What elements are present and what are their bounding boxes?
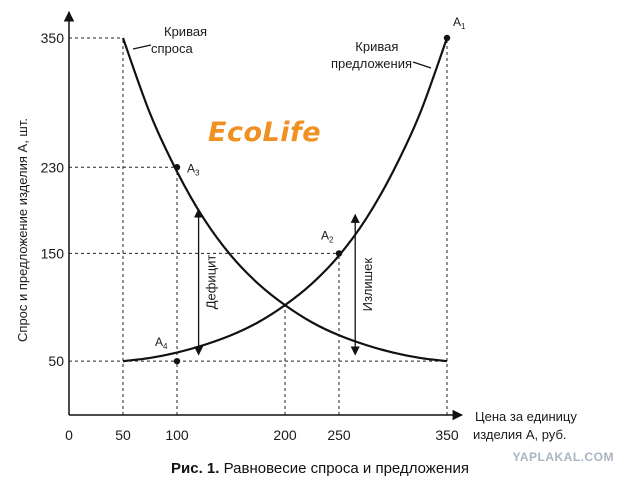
caption-number: Рис. 1. [171,460,220,477]
y-tick-label: 50 [48,353,64,369]
point-a4 [173,357,181,365]
legend-supply-label: Кривая предложения [331,39,432,71]
x-tick-label: 350 [435,427,459,443]
x-axis-label: Цена за единицу изделия А, руб. [473,409,580,442]
points-layer: A1 A2 A3 A4 [155,15,466,365]
legend-demand-label: Кривая спроса [132,24,211,56]
caption-text: Равновесие спроса и предложения [219,460,469,477]
svg-text:Кривая спроса: Кривая спроса [151,24,211,56]
y-tick-label: 150 [41,245,65,261]
svg-text:Кривая предложения: Кривая предложения [331,39,412,71]
x-tick-label: 100 [165,427,189,443]
surplus-label: Излишек [360,258,375,312]
point-a2-label: A2 [321,228,334,244]
y-axis-label: Спрос и предложение изделия А, шт. [15,118,30,342]
y-tick-label: 350 [41,30,65,46]
x-axis-label-line-1: Цена за единицу [475,409,577,424]
x-tick-label: 200 [273,427,297,443]
point-a2 [335,250,343,257]
deficit-label: Дефицит [204,255,219,310]
y-tick-label: 230 [41,159,65,175]
point-a1-label: A1 [453,15,466,31]
figure-caption: Рис. 1. Равновесие спроса и предложения [0,460,640,477]
point-a1 [443,34,451,42]
annotation-layer: Дефицит Излишек [194,208,375,356]
x-tick-label: 0 [65,427,73,443]
guide-lines [69,37,448,415]
x-axis-label-line-2: изделия А, руб. [473,427,567,442]
ticks-layer: 0 50 100 200 250 350 50 150 230 350 [41,30,459,443]
point-a3 [173,164,181,171]
ecolife-logo: EcoLife [208,117,322,148]
point-a3-label: A3 [187,161,200,177]
point-a4-label: A4 [155,335,168,351]
x-tick-label: 50 [115,427,131,443]
x-tick-label: 250 [327,427,351,443]
supply-curve [122,37,449,363]
watermark: YAPLAKAL.COM [512,450,614,464]
